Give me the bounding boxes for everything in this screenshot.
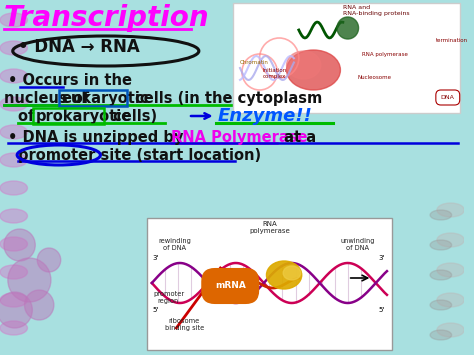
Text: Enzyme!!: Enzyme!! — [218, 107, 312, 125]
Ellipse shape — [287, 51, 321, 79]
Text: 3': 3' — [153, 255, 159, 261]
Ellipse shape — [0, 41, 27, 55]
Text: 5': 5' — [378, 307, 384, 313]
Ellipse shape — [283, 266, 301, 280]
Text: 3': 3' — [378, 255, 384, 261]
Ellipse shape — [430, 300, 452, 310]
Circle shape — [8, 258, 51, 302]
Ellipse shape — [0, 97, 27, 111]
Ellipse shape — [437, 323, 465, 337]
Ellipse shape — [0, 265, 27, 279]
Ellipse shape — [437, 263, 465, 277]
Ellipse shape — [430, 270, 452, 280]
Ellipse shape — [0, 209, 27, 223]
Ellipse shape — [0, 181, 27, 195]
Ellipse shape — [437, 203, 465, 217]
Text: RNA and
RNA-binding proteins: RNA and RNA-binding proteins — [343, 5, 410, 16]
Text: • DNA is unzipped by: • DNA is unzipped by — [8, 130, 188, 145]
Text: termination: termination — [436, 38, 468, 43]
Text: cells (in the cytoplasm: cells (in the cytoplasm — [130, 91, 322, 106]
Circle shape — [25, 290, 54, 320]
Text: RNA polymerase: RNA polymerase — [363, 52, 408, 57]
Ellipse shape — [0, 125, 27, 139]
Text: ribosome
binding site: ribosome binding site — [164, 318, 204, 331]
Ellipse shape — [437, 233, 465, 247]
Text: rewinding
of DNA: rewinding of DNA — [158, 238, 191, 251]
Ellipse shape — [437, 293, 465, 307]
Text: • DNA → RNA: • DNA → RNA — [18, 38, 139, 56]
Text: promoter
region: promoter region — [153, 291, 184, 304]
Text: at a: at a — [279, 130, 316, 145]
Ellipse shape — [287, 50, 340, 90]
Text: cells): cells) — [108, 109, 157, 124]
Text: Nucleosome: Nucleosome — [357, 75, 392, 80]
Ellipse shape — [430, 330, 452, 340]
Ellipse shape — [0, 13, 27, 27]
Ellipse shape — [0, 69, 27, 83]
FancyBboxPatch shape — [147, 218, 392, 350]
Text: DNA: DNA — [441, 95, 455, 100]
Circle shape — [37, 248, 61, 272]
Ellipse shape — [0, 321, 27, 335]
Text: promoter site (start location): promoter site (start location) — [18, 148, 261, 163]
Text: nucleus of: nucleus of — [4, 91, 94, 106]
Ellipse shape — [430, 210, 452, 220]
Ellipse shape — [0, 293, 27, 307]
Text: of: of — [18, 109, 39, 124]
Circle shape — [0, 292, 32, 328]
Text: Chromatin: Chromatin — [240, 60, 269, 65]
Text: RNA
polymerase: RNA polymerase — [249, 221, 290, 234]
Text: Transcription: Transcription — [4, 4, 210, 32]
Circle shape — [4, 229, 35, 261]
Text: 5': 5' — [153, 307, 159, 313]
Text: • Occurs in the: • Occurs in the — [8, 73, 132, 88]
Text: mRNA: mRNA — [215, 282, 246, 290]
FancyBboxPatch shape — [233, 3, 460, 113]
Ellipse shape — [337, 17, 358, 39]
Ellipse shape — [266, 261, 302, 289]
Ellipse shape — [430, 240, 452, 250]
Text: prokaryotic: prokaryotic — [35, 109, 130, 124]
Ellipse shape — [0, 153, 27, 167]
Ellipse shape — [0, 237, 27, 251]
Text: eukaryotic: eukaryotic — [62, 91, 149, 106]
Text: unwinding
of DNA: unwinding of DNA — [340, 238, 375, 251]
Text: RNA Polymerase: RNA Polymerase — [172, 130, 308, 145]
Text: Initiation
complex: Initiation complex — [263, 68, 287, 79]
